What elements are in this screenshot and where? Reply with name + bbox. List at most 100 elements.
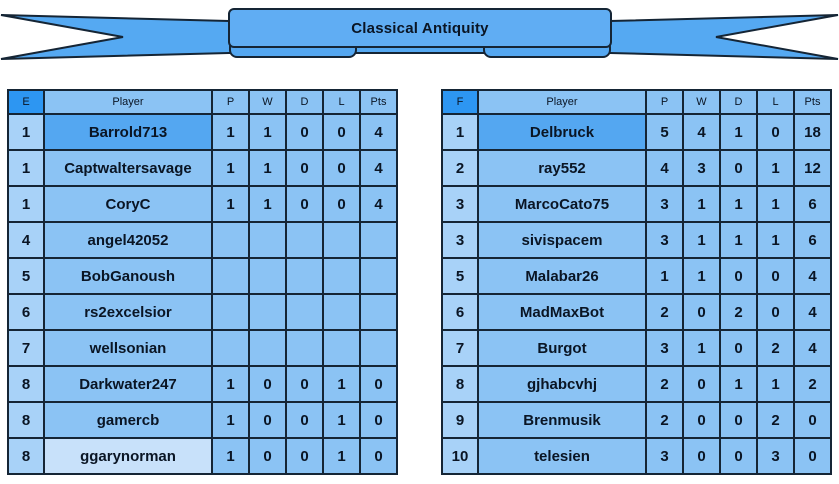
stat-cell-d: 0: [719, 401, 758, 439]
stat-cell-pts: [359, 329, 398, 367]
stat-cell-p: 3: [645, 437, 684, 475]
group-f-board: F Player P W D L Pts 1 Delbruck 5 4 1 0 18 2 ray…: [441, 89, 832, 475]
col-header-wins: W: [682, 89, 721, 115]
stat-cell-l: 0: [756, 293, 795, 331]
stat-cell-pts: 0: [793, 437, 832, 475]
table-row: 6 rs2excelsior: [7, 293, 398, 331]
rank-cell: 8: [7, 365, 45, 403]
player-name-cell: ray552: [477, 149, 647, 187]
player-name-cell: ggarynorman: [43, 437, 213, 475]
stat-cell-pts: 4: [359, 185, 398, 223]
table-row: 9 Brenmusik 2 0 0 2 0: [441, 401, 832, 439]
stat-cell-pts: 6: [793, 185, 832, 223]
col-header-wins: W: [248, 89, 287, 115]
stat-cell-pts: 4: [793, 293, 832, 331]
stat-cell-pts: 0: [793, 401, 832, 439]
stat-cell-d: 1: [719, 365, 758, 403]
stat-cell-w: 1: [248, 113, 287, 151]
stat-cell-d: [285, 221, 324, 259]
stat-cell-pts: 4: [359, 149, 398, 187]
player-name-cell: angel42052: [43, 221, 213, 259]
stat-cell-w: 0: [248, 401, 287, 439]
col-header-draws: D: [719, 89, 758, 115]
stat-cell-pts: 0: [359, 365, 398, 403]
stat-cell-p: 1: [211, 185, 250, 223]
group-e-board: E Player P W D L Pts 1 Barrold713 1 1 0 0 4 1 Ca…: [7, 89, 398, 475]
table-row: 3 sivispacem 3 1 1 1 6: [441, 221, 832, 259]
stat-cell-l: 0: [322, 149, 361, 187]
stat-cell-d: [285, 293, 324, 331]
rank-cell: 5: [7, 257, 45, 295]
header-row: F Player P W D L Pts: [441, 89, 832, 115]
col-header-player: Player: [43, 89, 213, 115]
stat-cell-l: 0: [322, 185, 361, 223]
stat-cell-w: [248, 257, 287, 295]
stat-cell-p: 3: [645, 221, 684, 259]
table-row: 3 MarcoCato75 3 1 1 1 6: [441, 185, 832, 223]
stat-cell-d: 0: [719, 149, 758, 187]
rank-cell: 9: [441, 401, 479, 439]
standings-table-e: E Player P W D L Pts 1 Barrold713 1 1 0 0 4 1 Ca…: [7, 89, 398, 475]
player-name-cell: MadMaxBot: [477, 293, 647, 331]
stat-cell-pts: 4: [793, 329, 832, 367]
col-header-losses: L: [322, 89, 361, 115]
rank-cell: 8: [7, 437, 45, 475]
col-header-losses: L: [756, 89, 795, 115]
stat-cell-w: 0: [682, 293, 721, 331]
stat-cell-d: 0: [719, 437, 758, 475]
rank-cell: 8: [7, 401, 45, 439]
player-name-cell: BobGanoush: [43, 257, 213, 295]
stat-cell-d: 0: [285, 437, 324, 475]
stat-cell-l: [322, 257, 361, 295]
player-name-cell: Captwaltersavage: [43, 149, 213, 187]
col-header-played: P: [645, 89, 684, 115]
stat-cell-d: 1: [719, 221, 758, 259]
table-row: 8 gamercb 1 0 0 1 0: [7, 401, 398, 439]
table-row: 8 gjhabcvhj 2 0 1 1 2: [441, 365, 832, 403]
stat-cell-l: [322, 293, 361, 331]
standings-table-f: F Player P W D L Pts 1 Delbruck 5 4 1 0 18 2 ray…: [441, 89, 832, 475]
rank-cell: 7: [7, 329, 45, 367]
player-name-cell: telesien: [477, 437, 647, 475]
banner: Classical Antiquity: [0, 0, 839, 70]
player-name-cell: Malabar26: [477, 257, 647, 295]
player-name-cell: MarcoCato75: [477, 185, 647, 223]
rank-cell: 6: [441, 293, 479, 331]
stat-cell-w: 1: [248, 185, 287, 223]
stat-cell-w: [248, 221, 287, 259]
rank-cell: 1: [7, 113, 45, 151]
banner-title: Classical Antiquity: [351, 19, 489, 37]
stat-cell-w: 0: [682, 401, 721, 439]
stat-cell-w: 1: [682, 329, 721, 367]
stat-cell-w: 1: [682, 221, 721, 259]
stat-cell-w: 1: [682, 185, 721, 223]
stat-cell-p: 3: [645, 185, 684, 223]
stat-cell-pts: 12: [793, 149, 832, 187]
rank-cell: 1: [7, 185, 45, 223]
stat-cell-pts: 0: [359, 401, 398, 439]
stat-cell-p: 1: [645, 257, 684, 295]
stat-cell-d: 0: [285, 113, 324, 151]
table-row: 4 angel42052: [7, 221, 398, 259]
stat-cell-d: 1: [719, 113, 758, 151]
player-name-cell: wellsonian: [43, 329, 213, 367]
stat-cell-pts: [359, 257, 398, 295]
stat-cell-p: 1: [211, 149, 250, 187]
rank-cell: 1: [7, 149, 45, 187]
col-header-points: Pts: [793, 89, 832, 115]
stat-cell-w: 0: [682, 437, 721, 475]
stat-cell-d: 0: [719, 257, 758, 295]
rank-cell: 3: [441, 221, 479, 259]
player-name-cell: gamercb: [43, 401, 213, 439]
stat-cell-p: 1: [211, 401, 250, 439]
player-name-cell: Darkwater247: [43, 365, 213, 403]
stat-cell-l: 1: [756, 185, 795, 223]
stat-cell-p: 2: [645, 365, 684, 403]
rank-cell: 2: [441, 149, 479, 187]
stat-cell-p: [211, 293, 250, 331]
table-row: 7 wellsonian: [7, 329, 398, 367]
table-row: 8 Darkwater247 1 0 0 1 0: [7, 365, 398, 403]
rank-cell: 3: [441, 185, 479, 223]
stat-cell-l: 1: [322, 401, 361, 439]
